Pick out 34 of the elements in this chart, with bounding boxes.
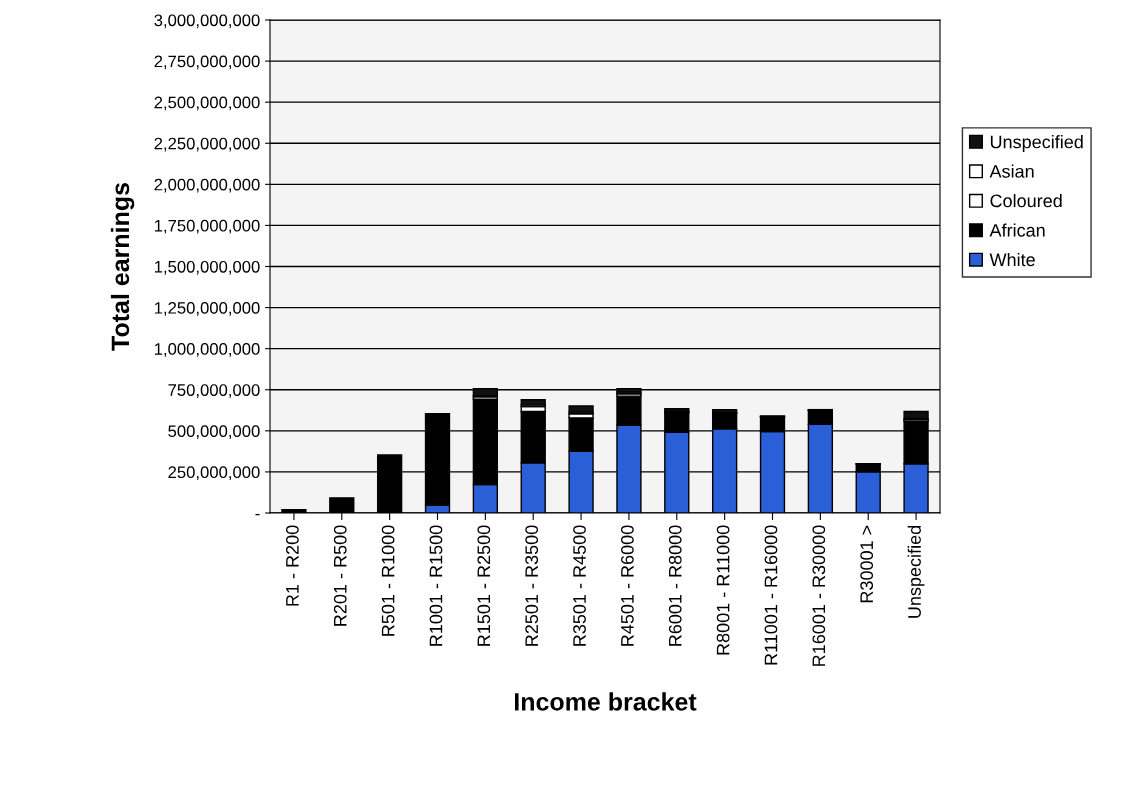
y-tick-label: - bbox=[255, 513, 260, 516]
x-tick-label: R16001 - R30000 bbox=[812, 525, 826, 666]
x-tick-label: R30001 > bbox=[860, 525, 874, 603]
x-tick-label: R501 - R1000 bbox=[381, 525, 395, 636]
y-tick-label: 2,750,000,000 bbox=[154, 55, 260, 70]
x-tick-label: R3501 - R4500 bbox=[573, 525, 586, 646]
y-tick-label: 2,000,000,000 bbox=[154, 178, 260, 193]
x-tick-label: R1 - R200 bbox=[285, 525, 299, 606]
y-tick-label: 500,000,000 bbox=[168, 425, 260, 440]
y-tick-label: 3,000,000,000 bbox=[154, 14, 260, 29]
y-tick-label: 2,250,000,000 bbox=[154, 137, 260, 152]
legend-label: White bbox=[989, 252, 1035, 267]
x-tick-label: R1501 - R2500 bbox=[477, 525, 491, 646]
x-tick-label: R1001 - R1500 bbox=[429, 525, 443, 646]
legend-label: African bbox=[989, 223, 1045, 237]
legend-label: Unspecified bbox=[990, 135, 1083, 152]
y-tick-label: 1,250,000,000 bbox=[154, 301, 260, 316]
y-tick-label: 1,000,000,000 bbox=[154, 343, 260, 357]
x-tick-label: R2501 - R3500 bbox=[525, 525, 539, 646]
x-tick-label: R8001 - R11000 bbox=[716, 525, 730, 655]
y-tick-label: 1,500,000,000 bbox=[154, 260, 260, 275]
legend-label: Asian bbox=[989, 164, 1034, 178]
x-tick-label: R11001 - R16000 bbox=[764, 525, 778, 665]
x-axis-title: Income bracket bbox=[514, 692, 697, 711]
x-tick-label: R4501 - R6000 bbox=[620, 525, 634, 646]
legend-label: Coloured bbox=[990, 193, 1062, 208]
x-tick-label: Unspecified bbox=[907, 525, 925, 618]
y-tick-label: 2,500,000,000 bbox=[154, 96, 260, 111]
x-tick-label: R6001 - R8000 bbox=[668, 525, 682, 646]
x-tick-label: R201 - R500 bbox=[333, 525, 347, 626]
y-tick-label: 1,750,000,000 bbox=[154, 219, 260, 234]
y-tick-label: 250,000,000 bbox=[168, 466, 260, 481]
y-axis-title: Total earnings bbox=[110, 183, 135, 351]
y-tick-label: 750,000,000 bbox=[168, 384, 260, 398]
